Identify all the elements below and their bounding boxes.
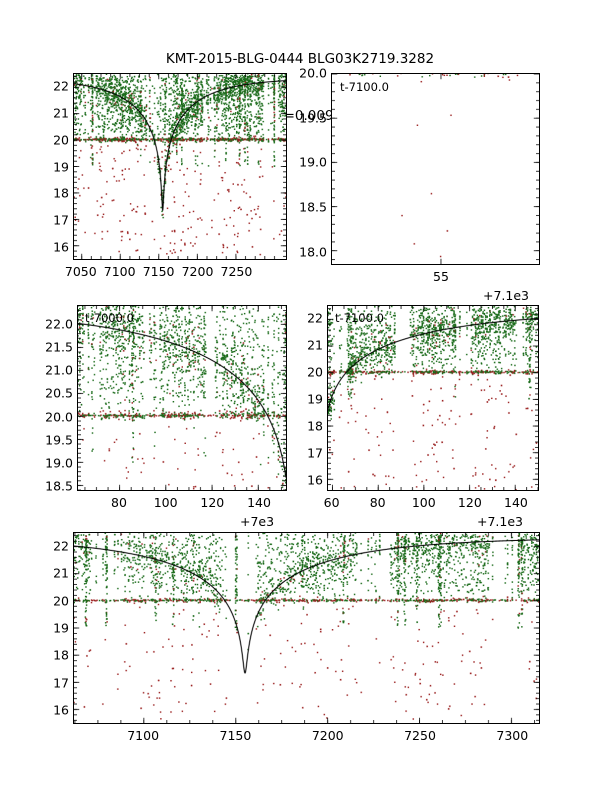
- panel-top-left-xtick-label: 7100: [103, 264, 136, 279]
- panel-top-right-ytick-label: 19.5: [299, 110, 327, 126]
- panel-top-left-ytick-label: 18: [53, 185, 69, 201]
- panel-mid-right-ytick-label: 17: [307, 445, 323, 461]
- panel-top-right-ytick-label: 20.0: [299, 65, 327, 81]
- panel-mid-left-ytick-label: 22.0: [45, 316, 73, 332]
- panel-bottom-ytick-label: 16: [53, 702, 69, 718]
- panel-mid-left-xtick-label: 80: [111, 495, 127, 510]
- panel-mid-right-x-offset-label-bottom: +7.1e3: [477, 514, 523, 529]
- panel-mid-right[interactable]: t-7100.0: [327, 305, 539, 491]
- panel-top-left-xtick-label: 7150: [142, 264, 175, 279]
- panel-top-left-ytick-label: 16: [53, 239, 69, 255]
- panel-bottom-ytick-label: 20: [53, 593, 69, 609]
- panel-bottom-xtick-label: 7300: [496, 728, 529, 743]
- panel-bottom-xtick-label: 7150: [219, 728, 252, 743]
- panel-top-left[interactable]: [73, 73, 287, 260]
- panel-bottom-ytick-label: 19: [53, 620, 69, 636]
- panel-mid-left-xtick-label: 100: [153, 495, 178, 510]
- panel-mid-left-ytick-label: 21.5: [45, 339, 73, 355]
- panel-top-right-xtick-label: 55: [433, 269, 449, 284]
- panel-mid-left-ytick-label: 19.0: [45, 455, 73, 471]
- panel-top-left-xtick-label: 7250: [220, 264, 253, 279]
- panel-mid-left-ytick-label: 18.5: [45, 478, 73, 494]
- panel-mid-right-plot-area: [328, 306, 538, 490]
- panel-bottom-ytick-label: 21: [53, 565, 69, 581]
- panel-bottom-xtick-label: 7200: [311, 728, 344, 743]
- panel-top-left-ytick-label: 20: [53, 132, 69, 148]
- panel-bottom-ytick-label: 22: [53, 538, 69, 554]
- panel-mid-left-ytick-label: 19.5: [45, 432, 73, 448]
- panel-top-right[interactable]: t-7100.0: [331, 73, 540, 265]
- panel-mid-left-ytick-label: 20.0: [45, 409, 73, 425]
- panel-top-right-ytick-label: 19.0: [299, 154, 327, 170]
- panel-mid-right-xtick-label: 60: [323, 495, 340, 510]
- panel-top-left-ytick-label: 21: [53, 105, 69, 121]
- panel-mid-left-plot-area: [78, 306, 286, 490]
- panel-mid-right-xtick-label: 140: [504, 495, 528, 510]
- panel-mid-right-ytick-label: 16: [307, 472, 323, 488]
- panel-bottom-ytick-label: 18: [53, 647, 69, 663]
- title-line-1: KMT-2015-BLG-0444 BLG03K2719.3282: [165, 51, 435, 67]
- panel-top-left-ytick-label: 19: [53, 159, 69, 174]
- panel-top-left-plot-area: [74, 74, 286, 259]
- panel-bottom-ytick-label: 17: [53, 675, 69, 691]
- panel-bottom-plot-area: [74, 533, 539, 723]
- panel-mid-left-x-offset-label: +7e3: [240, 514, 275, 529]
- panel-mid-left-ytick-label: 21.0: [45, 362, 73, 378]
- panel-mid-right-x-offset-label-top: +7.1e3: [483, 288, 529, 303]
- panel-bottom-xtick-label: 7250: [404, 728, 436, 743]
- panel-top-right-ytick-label: 18.0: [299, 244, 327, 260]
- panel-mid-left-ytick-label: 20.5: [45, 385, 73, 401]
- panel-mid-left-xtick-label: 120: [200, 495, 225, 510]
- panel-mid-right-xtick-label: 120: [457, 495, 482, 510]
- panel-top-right-plot-area: [332, 74, 539, 264]
- panel-top-left-xtick-label: 7050: [64, 264, 97, 279]
- panel-mid-right-xtick-label: 80: [369, 495, 386, 510]
- panel-mid-right-ytick-label: 19: [307, 391, 323, 407]
- panel-mid-right-ytick-label: 18: [307, 418, 323, 434]
- panel-mid-left[interactable]: t-7000.0: [77, 305, 287, 491]
- panel-mid-left-xtick-label: 140: [247, 495, 271, 510]
- panel-mid-right-ytick-label: 22: [307, 310, 323, 326]
- panel-mid-right-xtick-label: 100: [411, 495, 436, 510]
- panel-top-left-ytick-label: 17: [53, 212, 69, 228]
- panel-bottom-xtick-label: 7100: [127, 728, 160, 743]
- panel-mid-right-ytick-label: 21: [307, 337, 323, 353]
- panel-top-left-xtick-label: 7200: [181, 264, 214, 279]
- panel-mid-right-ytick-label: 20: [307, 364, 323, 380]
- panel-top-right-ytick-label: 18.5: [299, 199, 327, 215]
- panel-top-left-ytick-label: 22: [53, 78, 69, 94]
- panel-bottom[interactable]: [73, 532, 540, 724]
